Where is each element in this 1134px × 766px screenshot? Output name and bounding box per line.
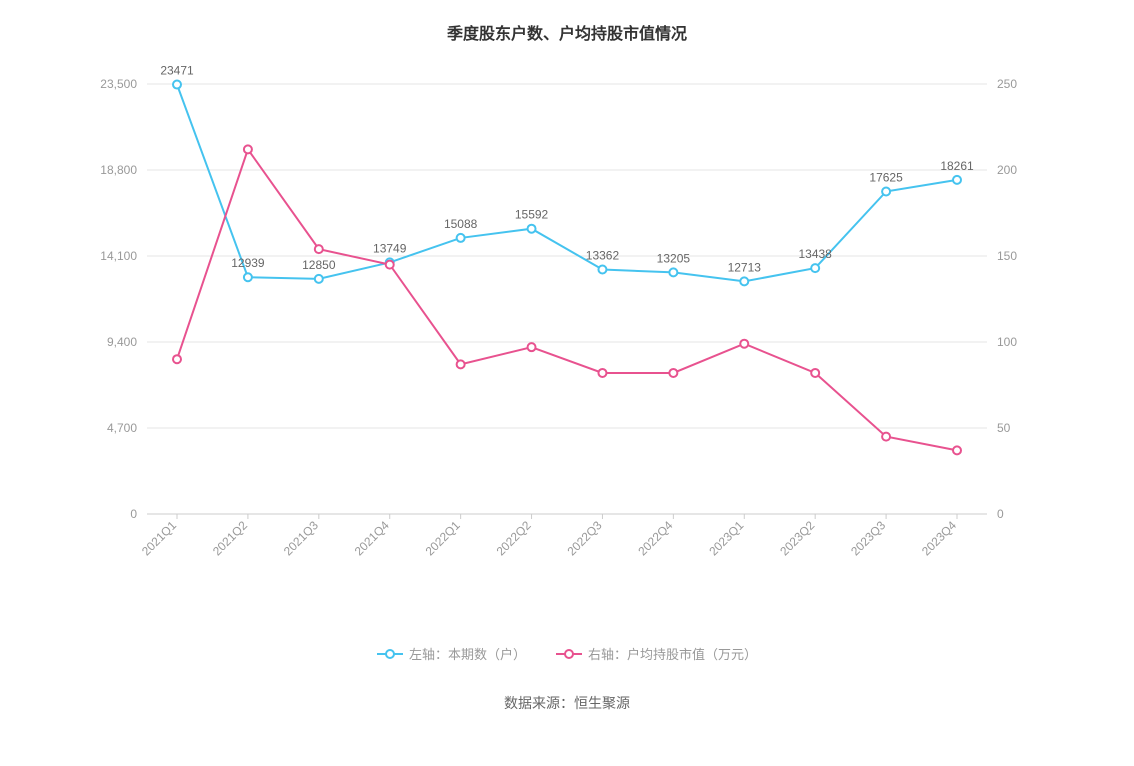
svg-text:2023Q3: 2023Q3 xyxy=(848,518,888,558)
svg-text:2023Q2: 2023Q2 xyxy=(777,518,817,558)
svg-text:18,800: 18,800 xyxy=(100,163,137,177)
legend-label: 左轴：本期数（户） xyxy=(409,644,526,663)
chart-container: 季度股东户数、户均持股市值情况 0 0 4,700 50 9,400 100 14,100 1… xyxy=(0,0,1134,766)
legend-item-series-2[interactable]: 右轴：户均持股市值（万元） xyxy=(556,644,757,663)
legend-marker-icon xyxy=(377,647,403,661)
svg-text:15088: 15088 xyxy=(444,217,478,231)
svg-text:23471: 23471 xyxy=(160,64,194,78)
svg-text:13438: 13438 xyxy=(798,247,832,261)
svg-text:2023Q1: 2023Q1 xyxy=(706,518,746,558)
svg-text:12713: 12713 xyxy=(728,260,762,274)
svg-text:14,100: 14,100 xyxy=(100,249,137,263)
svg-text:100: 100 xyxy=(997,335,1017,349)
svg-text:13205: 13205 xyxy=(657,251,691,265)
legend-marker-icon xyxy=(556,647,582,661)
chart-title: 季度股东户数、户均持股市值情况 xyxy=(40,20,1094,44)
svg-text:50: 50 xyxy=(997,421,1011,435)
legend-item-series-1[interactable]: 左轴：本期数（户） xyxy=(377,644,526,663)
svg-text:150: 150 xyxy=(997,249,1017,263)
svg-text:2022Q4: 2022Q4 xyxy=(635,518,675,558)
line-chart-svg: 0 0 4,700 50 9,400 100 14,100 150 18,800 200 23,50… xyxy=(67,64,1067,584)
legend-label: 右轴：户均持股市值（万元） xyxy=(588,644,757,663)
svg-text:17625: 17625 xyxy=(869,171,903,185)
svg-text:2022Q2: 2022Q2 xyxy=(494,518,534,558)
svg-text:12850: 12850 xyxy=(302,258,336,272)
svg-text:2022Q1: 2022Q1 xyxy=(423,518,463,558)
data-source-label: 数据来源：恒生聚源 xyxy=(40,693,1094,713)
legend: 左轴：本期数（户） 右轴：户均持股市值（万元） xyxy=(40,644,1094,663)
svg-text:250: 250 xyxy=(997,77,1017,91)
svg-text:0: 0 xyxy=(130,507,137,521)
svg-text:2021Q2: 2021Q2 xyxy=(210,518,250,558)
svg-text:200: 200 xyxy=(997,163,1017,177)
svg-text:2023Q4: 2023Q4 xyxy=(919,518,959,558)
svg-text:0: 0 xyxy=(997,507,1004,521)
svg-text:13362: 13362 xyxy=(586,249,620,263)
svg-text:2021Q4: 2021Q4 xyxy=(352,518,392,558)
svg-text:9,400: 9,400 xyxy=(107,335,137,349)
svg-text:13749: 13749 xyxy=(373,241,407,255)
svg-text:15592: 15592 xyxy=(515,208,549,222)
svg-text:18261: 18261 xyxy=(940,159,974,173)
svg-text:2021Q3: 2021Q3 xyxy=(281,518,321,558)
svg-text:23,500: 23,500 xyxy=(100,77,137,91)
chart-area: 0 0 4,700 50 9,400 100 14,100 150 18,800 200 23,50… xyxy=(67,64,1067,584)
svg-text:2021Q1: 2021Q1 xyxy=(139,518,179,558)
svg-text:12939: 12939 xyxy=(231,256,265,270)
svg-text:4,700: 4,700 xyxy=(107,421,137,435)
svg-text:2022Q3: 2022Q3 xyxy=(564,518,604,558)
